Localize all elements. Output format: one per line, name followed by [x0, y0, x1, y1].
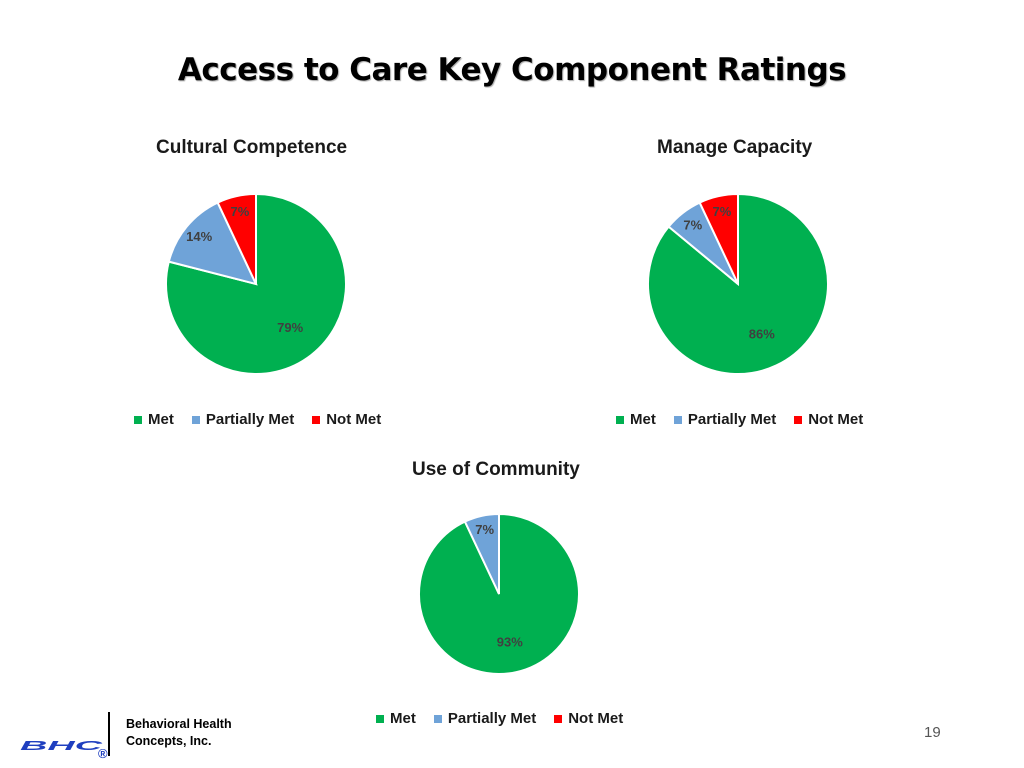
page-number: 19: [924, 724, 941, 741]
slide-title: Access to Care Key Component Ratings: [177, 52, 847, 88]
legend-swatch-partially-met: [191, 415, 200, 424]
legend-label: Not Met: [326, 411, 382, 428]
legend-label: Partially Met: [205, 411, 295, 428]
legend-swatch-met: [134, 415, 142, 424]
legend-item-met: Met: [376, 710, 416, 727]
legend: Met Partially Met Not Met: [616, 411, 863, 428]
legend: Met Partially Met Not Met: [376, 710, 623, 727]
legend-item-not-met: Not Met: [312, 411, 381, 428]
company-name: Behavioral Health Concepts, Inc.: [126, 716, 232, 750]
legend-item-not-met: Not Met: [554, 710, 623, 727]
data-label-met: 86%: [749, 326, 775, 341]
legend-swatch-not-met: [554, 714, 563, 723]
legend-swatch-met: [616, 415, 624, 424]
company-name-line2: Concepts, Inc.: [126, 734, 212, 748]
registered-mark-icon: ®: [98, 746, 108, 760]
legend-swatch-partially-met: [673, 415, 682, 424]
legend-item-not-met: Not Met: [794, 411, 863, 428]
legend-item-partially-met: Partially Met: [673, 411, 777, 428]
legend-label: Met: [390, 710, 416, 727]
legend: Met Partially Met Not Met: [134, 411, 381, 428]
company-name-line1: Behavioral Health: [126, 717, 232, 731]
legend-label: Partially Met: [447, 710, 537, 727]
legend-swatch-met: [376, 714, 384, 723]
legend-item-partially-met: Partially Met: [433, 710, 537, 727]
legend-item-partially-met: Partially Met: [191, 411, 295, 428]
legend-swatch-partially-met: [433, 714, 442, 723]
legend-swatch-not-met: [794, 415, 803, 424]
pie-slice-partially-met: [463, 512, 500, 595]
legend-label: Partially Met: [687, 411, 777, 428]
chart-title: Manage Capacity: [657, 137, 813, 158]
pie-slice-not-met: [216, 192, 257, 285]
legend-label: Met: [630, 411, 656, 428]
data-label-partially-met: 7%: [683, 218, 702, 233]
legend-swatch-not-met: [312, 415, 321, 424]
bhc-logo: BHC ®: [20, 712, 110, 760]
legend-label: Not Met: [568, 710, 624, 727]
data-label-not-met: 7%: [231, 204, 250, 219]
legend-label: Met: [148, 411, 174, 428]
data-label-not-met: 7%: [713, 204, 732, 219]
pie-slice-partially-met: [167, 201, 258, 286]
pie-slice-not-met: [698, 192, 739, 285]
legend-item-met: Met: [134, 411, 174, 428]
logo-text: BHC: [20, 738, 104, 753]
chart-title: Use of Community: [412, 459, 580, 480]
data-label-partially-met: 7%: [475, 522, 494, 537]
legend-label: Not Met: [808, 411, 864, 428]
data-label-partially-met: 14%: [186, 229, 212, 244]
data-label-met: 93%: [497, 634, 523, 649]
data-label-met: 79%: [277, 320, 303, 335]
chart-title: Cultural Competence: [156, 137, 348, 158]
legend-item-met: Met: [616, 411, 656, 428]
